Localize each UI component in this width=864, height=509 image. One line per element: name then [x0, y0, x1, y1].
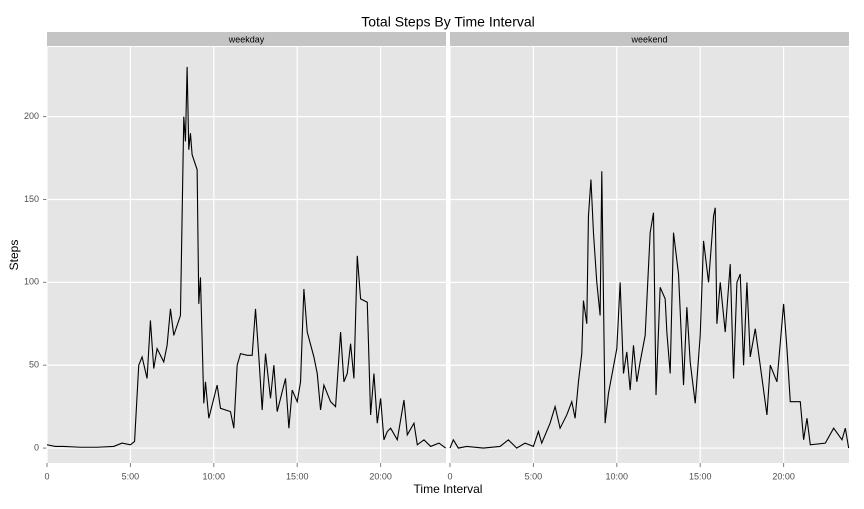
y-tick-label: 200 — [24, 111, 39, 121]
strip-label: weekday — [228, 34, 265, 44]
y-tick-label: 100 — [24, 277, 39, 287]
y-axis-title: Steps — [7, 240, 21, 271]
chart-title: Total Steps By Time Interval — [361, 14, 535, 30]
y-tick-label: 150 — [24, 194, 39, 204]
x-tick-label: 0 — [44, 471, 49, 481]
x-tick-label: 15:00 — [286, 471, 309, 481]
x-axis-title: Time Interval — [414, 482, 483, 496]
strip — [450, 32, 849, 46]
panel — [47, 47, 446, 463]
y-tick-label: 0 — [34, 442, 39, 452]
y-tick-label: 50 — [29, 360, 39, 370]
x-tick-label: 5:00 — [525, 471, 543, 481]
line — [46, 66, 446, 449]
strip — [47, 32, 446, 46]
x-tick-label: 5:00 — [122, 471, 140, 481]
x-tick-label: 10:00 — [203, 471, 226, 481]
x-tick-label: 20:00 — [369, 471, 392, 481]
x-tick-label: 15:00 — [689, 471, 712, 481]
strip-label: weekend — [630, 34, 667, 44]
x-tick-label: 20:00 — [772, 471, 795, 481]
x-tick-label: 10:00 — [606, 471, 629, 481]
x-tick-label: 0 — [447, 471, 452, 481]
line — [449, 171, 850, 449]
